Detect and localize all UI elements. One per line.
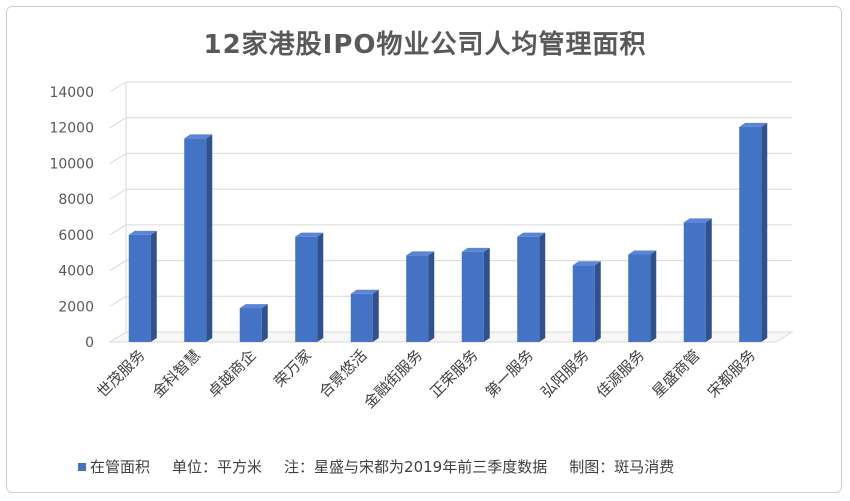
bar-top — [350, 289, 379, 294]
bar-side — [206, 134, 213, 342]
bar-top — [628, 250, 657, 255]
y-tick-label: 8000 — [58, 192, 94, 208]
bar-side — [150, 230, 157, 342]
bar-side — [317, 232, 324, 342]
bar-top — [739, 122, 768, 127]
gridline-diag-2 — [109, 260, 127, 271]
y-tick-label: 10000 — [49, 156, 94, 172]
x-category-label: 第一服务 — [482, 346, 537, 401]
bar-side — [761, 122, 768, 342]
chart-title: 12家港股IPO物业公司人均管理面积 — [203, 30, 647, 60]
x-category-label: 卓越商企 — [204, 346, 259, 401]
credit-note: 制图：斑马消费 — [569, 458, 675, 476]
bar-front — [572, 265, 595, 342]
y-tick-label: 6000 — [58, 228, 94, 244]
bar-top — [683, 218, 712, 223]
data-note: 注：星盛与宋都为2019年前三季度数据 — [284, 458, 548, 476]
bar-side — [428, 251, 435, 342]
bar-front — [350, 293, 373, 342]
gridline-diag-6 — [109, 117, 127, 129]
bar-top — [461, 247, 490, 252]
y-tick-label: 0 — [85, 335, 94, 351]
bar-front — [128, 234, 151, 342]
x-category-label: 宋都服务 — [704, 346, 759, 401]
bar-side — [539, 232, 546, 342]
bar-top — [128, 230, 157, 235]
x-category-label: 正荣服务 — [426, 346, 481, 401]
bar-front — [295, 236, 318, 342]
bar-front — [461, 251, 484, 342]
bar-top — [239, 304, 268, 309]
bar-7 — [517, 232, 546, 342]
bar-front — [628, 254, 651, 342]
bar-front — [683, 222, 706, 342]
x-category-label: 星盛商管 — [648, 346, 703, 401]
x-category-label: 金科智慧 — [149, 346, 204, 401]
bar-side — [261, 304, 268, 342]
chart-footer: 在管面积 单位：平方米 注：星盛与宋都为2019年前三季度数据 制图：斑马消费 — [78, 456, 674, 477]
unit-note: 单位：平方米 — [172, 458, 263, 476]
bar-front — [239, 308, 262, 342]
bar-4 — [350, 289, 379, 342]
bar-11 — [739, 122, 768, 342]
gridline-diag-7 — [109, 81, 127, 93]
y-tick-label: 2000 — [58, 299, 94, 315]
legend-swatch — [78, 462, 86, 471]
bar-10 — [683, 218, 712, 342]
bar-5 — [406, 251, 435, 342]
bar-front — [184, 138, 207, 342]
x-category-label: 金融街服务 — [360, 346, 426, 412]
x-category-label: 荣万家 — [271, 346, 316, 391]
bar-top — [517, 232, 546, 237]
x-category-label: 佳源服务 — [593, 346, 648, 401]
bar-6 — [461, 247, 490, 342]
bar-8 — [572, 261, 601, 342]
bar-side — [372, 289, 379, 342]
y-tick-label: 4000 — [58, 264, 94, 280]
gridline-diag-5 — [109, 153, 127, 164]
x-category-label: 弘阳服务 — [537, 346, 592, 401]
bar-9 — [628, 250, 657, 342]
gridline-diag-3 — [109, 224, 127, 236]
bar-top — [572, 261, 601, 266]
bar-side — [705, 218, 712, 342]
bar-side — [650, 250, 657, 342]
bar-1 — [184, 134, 213, 342]
bar-front — [406, 255, 429, 342]
legend-label: 在管面积 — [90, 458, 151, 476]
bar-top — [406, 251, 435, 256]
bar-top — [295, 232, 324, 237]
bar-3 — [295, 232, 324, 342]
y-tick-label: 14000 — [49, 85, 94, 101]
gridline-diag-1 — [109, 295, 127, 307]
bar-top — [184, 134, 213, 139]
bar-side — [594, 261, 601, 342]
bar-0 — [128, 230, 157, 342]
gridline-diag-4 — [109, 188, 127, 200]
chart-floor — [108, 331, 794, 343]
bar-2 — [239, 304, 268, 342]
bar-front — [739, 126, 762, 342]
bar-front — [517, 236, 540, 342]
x-category-label: 世茂服务 — [93, 346, 148, 401]
y-tick-label: 12000 — [49, 121, 94, 137]
bar-side — [483, 247, 490, 342]
x-category-label: 合景悠活 — [315, 346, 370, 401]
